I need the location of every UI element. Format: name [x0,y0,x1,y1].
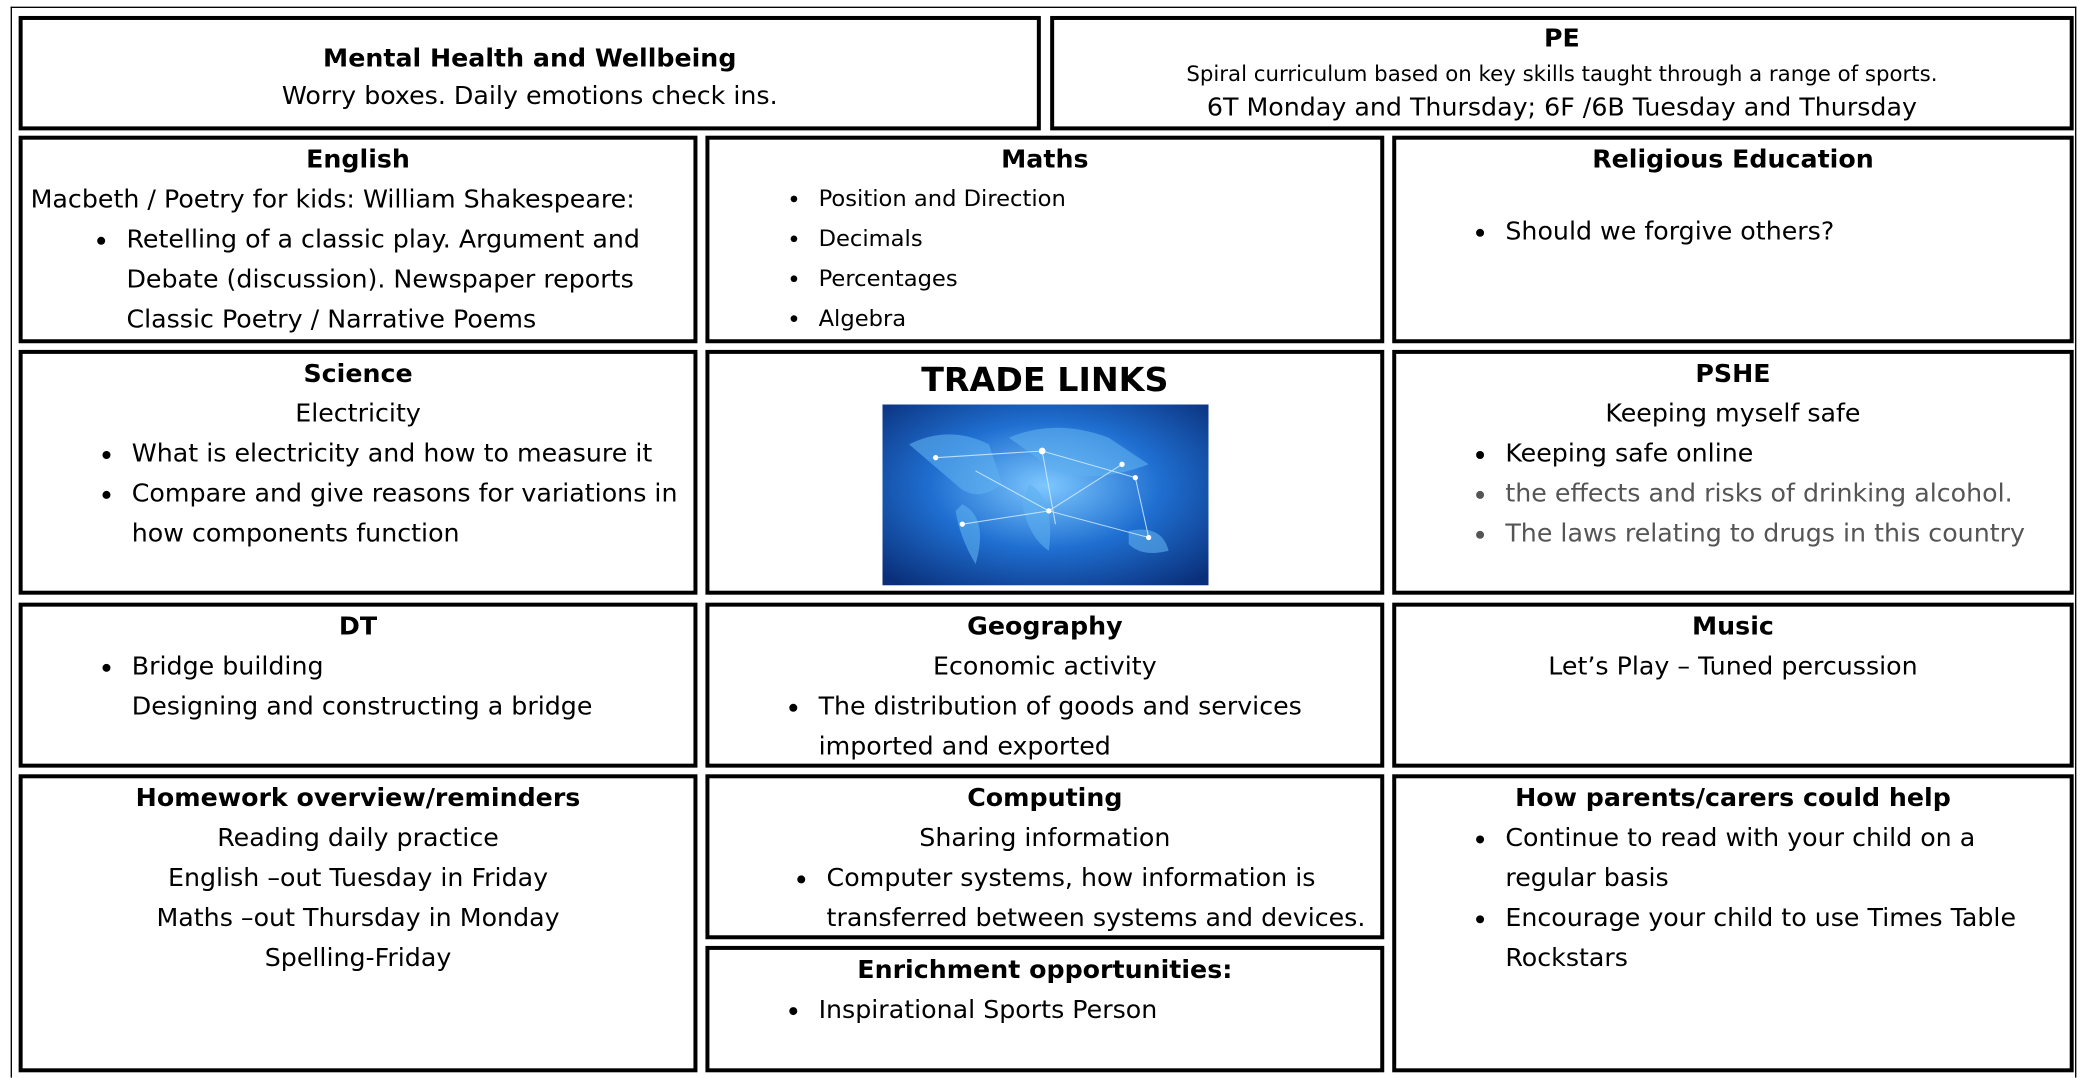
pshe-box: PSHE Keeping myself safe Keeping safe on… [1392,349,2074,595]
science-box: Science Electricity What is electricity … [18,349,698,595]
bullet: What is electricity and how to measure i… [126,434,685,474]
enrichment-box: Enrichment opportunities: Inspirational … [705,945,1385,1073]
heading: Music [1692,611,1774,642]
heading: TRADE LINKS [921,360,1169,400]
text: Worry boxes. Daily emotions check ins. [281,81,778,111]
bullet-list: Inspirational Sports Person [709,990,1380,1030]
text: Macbeth / Poetry for kids: William Shake… [30,184,635,215]
geography-box: Geography Economic activity The distribu… [705,602,1385,768]
bullet: The laws relating to drugs in this count… [1500,514,2062,554]
bullet-list: Continue to read with your child on a re… [1396,818,2069,978]
re-box: Religious Education Should we forgive ot… [1392,135,2074,344]
heading: PE [1544,23,1580,54]
text: Sharing information [919,823,1171,853]
music-box: Music Let’s Play – Tuned percussion [1392,602,2074,768]
bullet-list: Bridge building [23,647,694,687]
text: Keeping myself safe [1605,399,1861,429]
heading: DT [338,611,378,642]
english-box: English Macbeth / Poetry for kids: Willi… [18,135,698,344]
bullet: Percentages [813,259,1372,299]
trade-links-box: TRADE LINKS [705,349,1385,595]
bullet: Continue to read with your child on a re… [1500,818,2043,898]
text: Let’s Play – Tuned percussion [1548,651,1918,682]
bullet: Algebra [813,299,1372,339]
bullet-list: Should we forgive others? [1396,212,2069,252]
bullet-list: The distribution of goods and services i… [709,686,1380,763]
heading: English [306,145,410,175]
bullet-list: Keeping safe onlinethe effects and risks… [1396,434,2069,554]
maths-box: Maths Position and DirectionDecimalsPerc… [705,135,1385,344]
bullet: Should we forgive others? [1500,212,2062,252]
bullet: Retelling of a classic play. Argument an… [121,220,656,340]
mental-health-box: Mental Health and Wellbeing Worry boxes.… [18,15,1041,131]
text: Electricity [295,399,421,429]
dt-box: DT Bridge building Designing and constru… [18,602,698,768]
bullet: Inspirational Sports Person [813,990,1372,1030]
text: Maths –out Thursday in Monday [156,903,560,933]
bullet-list: Position and DirectionDecimalsPercentage… [709,180,1380,340]
text: Economic activity [932,651,1157,682]
bullet-list: What is electricity and how to measure i… [23,434,694,554]
heading: Enrichment opportunities: [857,955,1233,985]
heading: Computing [967,783,1123,813]
computing-box: Computing Sharing information Computer s… [705,774,1385,940]
bullet-list: Computer systems, how information is tra… [709,858,1380,935]
heading: Homework overview/reminders [135,783,581,813]
homework-box: Homework overview/reminders Reading dail… [18,774,698,1073]
frame [10,6,2077,1078]
text: English –out Tuesday in Friday [167,863,549,893]
bullet: Decimals [813,220,1372,260]
heading: Mental Health and Wellbeing [323,43,737,74]
bullet: Keeping safe online [1500,434,2062,474]
heading: Geography [967,611,1123,642]
heading: Science [303,359,413,389]
heading: Maths [1001,145,1089,175]
bullet: the effects and risks of drinking alcoho… [1500,474,2062,514]
text: Reading daily practice [217,823,499,853]
bullet-list: Retelling of a classic play. Argument an… [23,220,694,340]
heading: How parents/carers could help [1515,783,1951,813]
pe-box: PE Spiral curriculum based on key skills… [1050,15,2074,131]
parents-help-box: How parents/carers could help Continue t… [1392,774,2074,1073]
bullet: The distribution of goods and services i… [813,686,1327,763]
bullet: Encourage your child to use Times Table … [1500,898,2043,978]
text: 6T Monday and Thursday; 6F /6B Tuesday a… [1206,93,1917,123]
bullet: Computer systems, how information is tra… [821,858,1377,935]
bullet: Position and Direction [813,180,1372,220]
text: Spelling-Friday [264,943,452,973]
world-map-image [882,404,1209,586]
heading: Religious Education [1592,145,1874,175]
text: Designing and constructing a bridge [131,691,593,722]
text: Spiral curriculum based on key skills ta… [1186,61,1938,87]
heading: PSHE [1695,359,1771,389]
bullet: Bridge building [126,647,685,687]
bullet: Compare and give reasons for variations … [126,474,685,554]
